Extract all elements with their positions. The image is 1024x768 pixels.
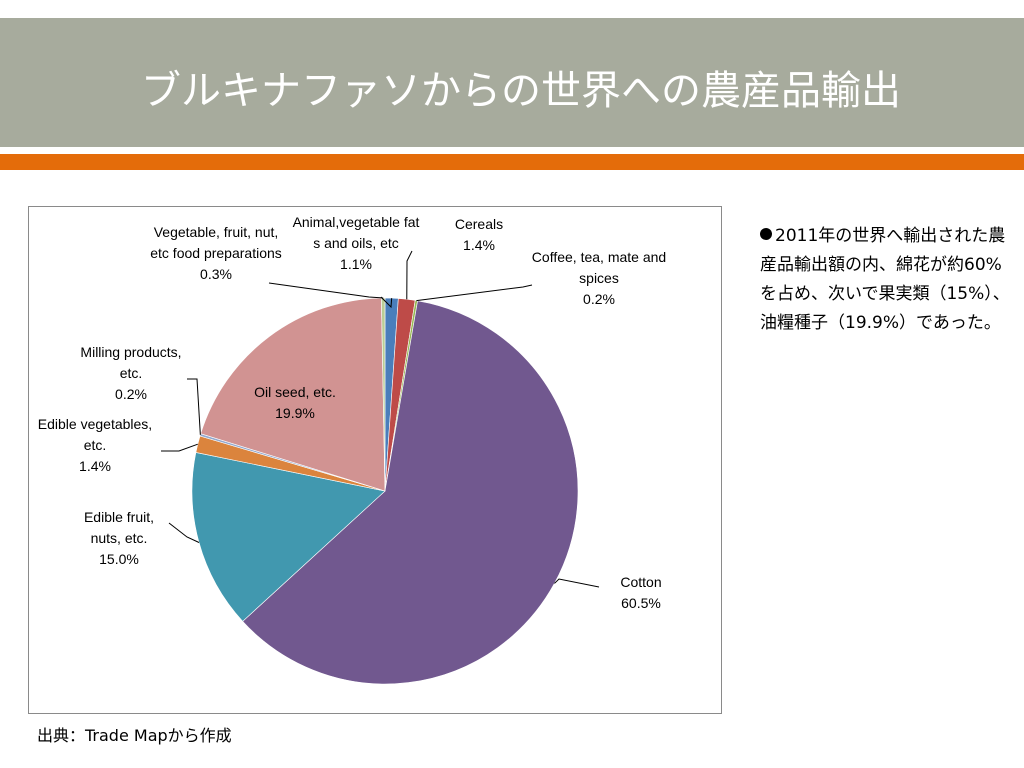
leader-line-milling <box>187 378 201 435</box>
bullet-text: 2011年の世界へ輸出された農産品輸出額の内、綿花が約60%を占め、次いで果実類… <box>760 226 1010 333</box>
leader-line-edible-vegetables <box>161 443 198 452</box>
leader-line-animal-fats <box>380 296 393 309</box>
pie-slice-edible-fruit <box>191 452 386 622</box>
slice-label-milling: Milling products, etc. 0.2% <box>80 344 182 402</box>
pie-slice-oil-seed <box>200 297 386 492</box>
bullet-icon <box>760 228 772 240</box>
accent-bar <box>0 154 1024 170</box>
slice-label-edible-fruit: Edible fruit, nuts, etc. 15.0% <box>83 509 155 567</box>
slice-label-edible-vegetables: Edible vegetables, etc. 1.4% <box>37 416 153 474</box>
title-bar <box>0 18 1024 147</box>
slide-title: ブルキナファソからの世界への農産品輸出 <box>141 68 901 114</box>
leader-line-edible-fruit <box>168 522 200 543</box>
pie-chart-svg <box>161 250 600 685</box>
leader-line-coffee <box>416 284 533 302</box>
leader-line-cereals <box>406 250 413 300</box>
slice-label-coffee: Coffee, tea, mate and spices 0.2% <box>531 249 667 307</box>
slice-label-animal-fats: Animal,vegetable fats and oils, etc 1.1% <box>292 214 420 272</box>
bullet-point: 2011年の世界へ輸出された農産品輸出額の内、綿花が約60%を占め、次いで果実類… <box>760 222 1010 338</box>
slice-label-oil-seed: Oil seed, etc. 19.9% <box>254 384 336 421</box>
source-note: 出典：Trade Mapから作成 <box>37 726 232 745</box>
pie-chart: Animal,vegetable fats and oils, etc 1.1%… <box>28 206 722 714</box>
slice-label-food-preparations: Vegetable, fruit, nut, etc food preparat… <box>150 224 282 282</box>
leader-line-food-preparations <box>268 282 384 299</box>
slice-label-cereals: Cereals 1.4% <box>454 216 504 253</box>
leader-line-cotton <box>554 578 600 588</box>
slice-label-cotton: Cotton 60.5% <box>620 574 662 611</box>
